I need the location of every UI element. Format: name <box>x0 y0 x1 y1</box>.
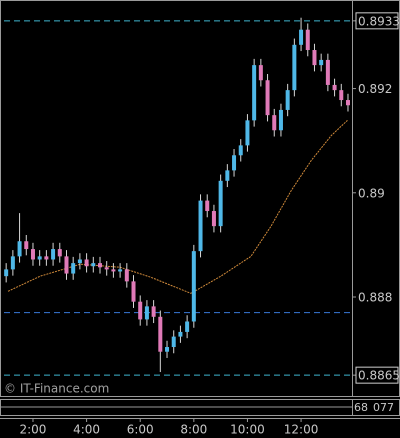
candle-body <box>77 259 82 264</box>
candle-body <box>171 336 176 348</box>
candle-body <box>191 251 196 322</box>
x-tick-label: 8:00 <box>180 423 207 437</box>
y-tick-label: 0.8865 <box>358 369 400 383</box>
watermark: © IT-Finance.com <box>4 382 109 396</box>
candle-body <box>205 200 210 212</box>
candle-body <box>97 263 102 268</box>
y-tick-label: 0.888 <box>358 291 392 305</box>
x-tick-label: 12:00 <box>284 423 319 437</box>
candle-body <box>71 263 76 274</box>
candle-body <box>278 109 283 131</box>
candle-body <box>345 100 350 106</box>
candle-body <box>158 316 163 352</box>
candle-body <box>218 180 223 227</box>
indicator-label: 077 <box>373 401 394 414</box>
candle-body <box>312 50 317 66</box>
candle-body <box>4 269 9 277</box>
candle-body <box>24 241 29 250</box>
y-tick-label: 0.89 <box>358 186 385 200</box>
y-tick-box <box>355 12 399 30</box>
candle-body <box>272 115 277 131</box>
candle-body <box>17 241 22 257</box>
candle-body <box>44 256 49 260</box>
candle-body <box>285 90 290 110</box>
candle-body <box>57 249 62 257</box>
candle-body <box>10 256 15 270</box>
candle-body <box>30 249 35 260</box>
candle-body <box>37 256 42 260</box>
candle-body <box>91 263 96 267</box>
candle-body <box>319 59 324 66</box>
candle-body <box>339 90 344 101</box>
candle-body <box>165 347 170 352</box>
candle-body <box>332 84 337 91</box>
y-tick-label: 0.8933 <box>358 14 400 28</box>
candle-body <box>178 331 183 337</box>
x-tick-label: 10:00 <box>230 423 265 437</box>
candle-body <box>104 267 109 270</box>
candle-body <box>305 29 310 51</box>
candle-body <box>325 59 330 85</box>
candle-body <box>258 65 263 81</box>
candle-body <box>232 155 237 171</box>
candle-body <box>225 170 230 181</box>
candle-body <box>252 65 257 121</box>
candle-body <box>84 259 89 267</box>
candle-body <box>51 249 56 260</box>
candle-body <box>131 281 136 302</box>
candle-body <box>198 200 203 252</box>
candle-body <box>265 80 270 116</box>
candle-body <box>151 306 156 317</box>
candle-body <box>144 306 149 320</box>
indicator-label: 68 <box>354 401 368 414</box>
candle-body <box>111 269 116 272</box>
y-tick-label: 0.892 <box>358 82 392 96</box>
candle-body <box>211 211 216 227</box>
candle-body <box>238 145 243 156</box>
moving-average <box>7 119 348 294</box>
candle-body <box>64 256 69 274</box>
candle-body <box>138 301 143 320</box>
candle-body <box>118 269 123 272</box>
candle-body <box>245 120 250 146</box>
x-tick-label: 6:00 <box>127 423 154 437</box>
candle-body <box>185 321 190 332</box>
candle-body <box>292 44 297 91</box>
x-tick-label: 4:00 <box>73 423 100 437</box>
y-tick-box <box>355 366 399 384</box>
x-tick-label: 2:00 <box>19 423 46 437</box>
candle-body <box>299 29 304 45</box>
candle-body <box>124 269 129 282</box>
